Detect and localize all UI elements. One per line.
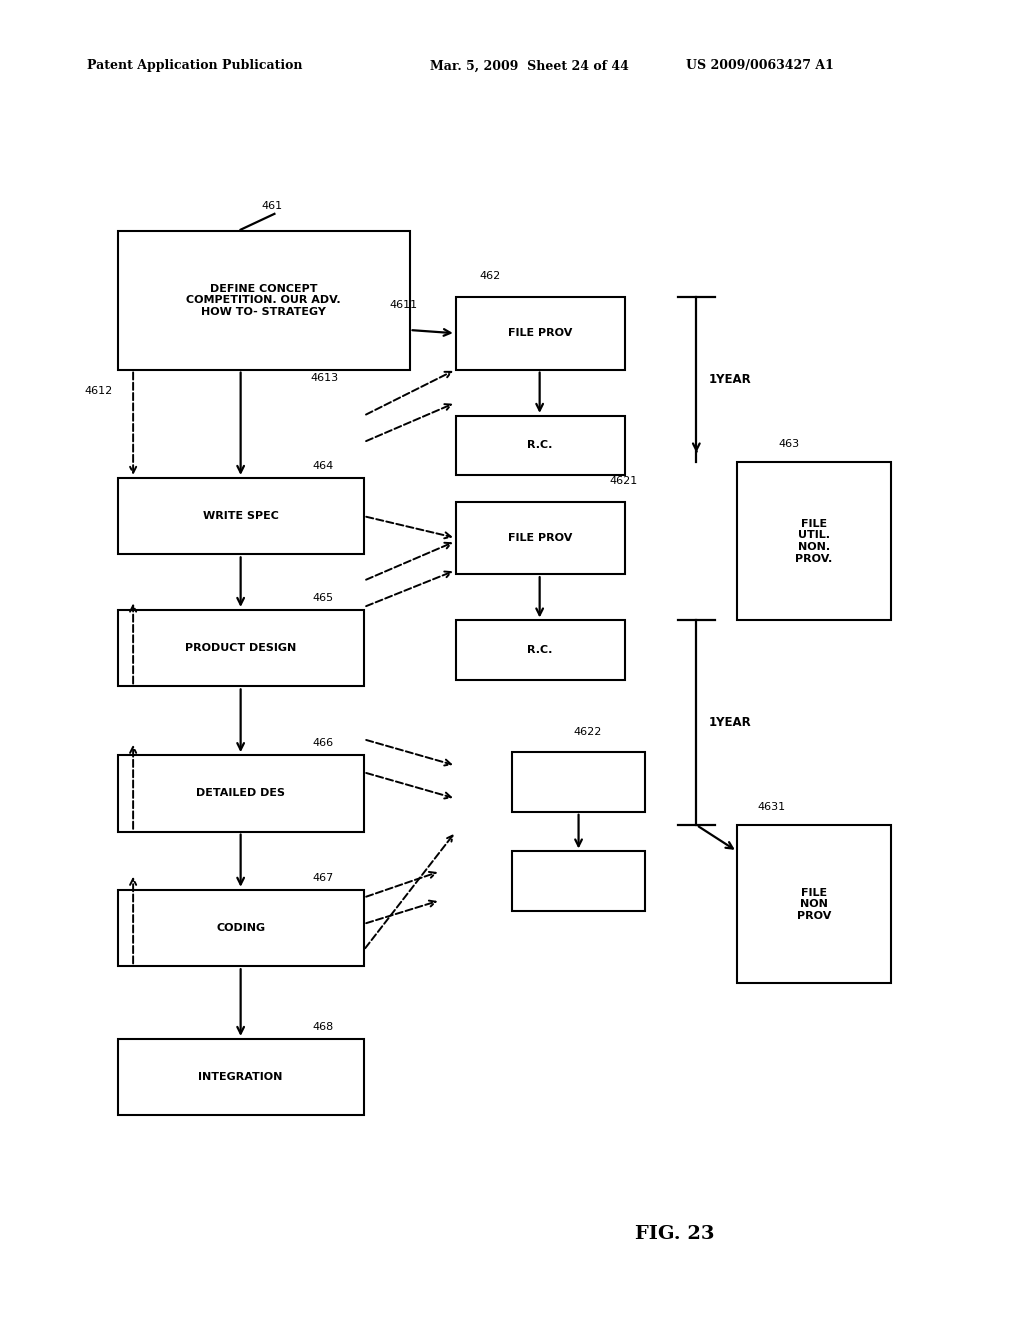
Text: FIG. 23: FIG. 23 xyxy=(635,1225,715,1243)
Text: WRITE SPEC: WRITE SPEC xyxy=(203,511,279,521)
FancyBboxPatch shape xyxy=(456,502,625,574)
FancyBboxPatch shape xyxy=(456,297,625,370)
Text: FILE PROV: FILE PROV xyxy=(508,533,572,543)
FancyBboxPatch shape xyxy=(118,610,364,686)
Text: R.C.: R.C. xyxy=(527,441,553,450)
Text: FILE
UTIL.
NON.
PROV.: FILE UTIL. NON. PROV. xyxy=(796,519,833,564)
Text: 4631: 4631 xyxy=(758,801,785,812)
Text: FILE PROV: FILE PROV xyxy=(508,329,572,338)
Text: US 2009/0063427 A1: US 2009/0063427 A1 xyxy=(686,59,834,73)
FancyBboxPatch shape xyxy=(118,478,364,554)
Text: 4611: 4611 xyxy=(389,300,417,310)
Text: 4613: 4613 xyxy=(310,372,338,383)
FancyBboxPatch shape xyxy=(118,755,364,832)
FancyBboxPatch shape xyxy=(512,851,645,911)
Text: 461: 461 xyxy=(261,201,283,211)
Text: 466: 466 xyxy=(312,738,334,748)
FancyBboxPatch shape xyxy=(456,620,625,680)
Text: 4612: 4612 xyxy=(84,385,113,396)
FancyBboxPatch shape xyxy=(456,416,625,475)
Text: 465: 465 xyxy=(312,593,334,603)
Text: FILE
NON
PROV: FILE NON PROV xyxy=(797,887,831,921)
Text: Mar. 5, 2009  Sheet 24 of 44: Mar. 5, 2009 Sheet 24 of 44 xyxy=(430,59,629,73)
Text: 1YEAR: 1YEAR xyxy=(709,374,752,385)
FancyBboxPatch shape xyxy=(512,752,645,812)
Text: 463: 463 xyxy=(778,438,800,449)
FancyBboxPatch shape xyxy=(118,890,364,966)
Text: 467: 467 xyxy=(312,873,334,883)
Text: 4621: 4621 xyxy=(609,475,638,486)
Text: CODING: CODING xyxy=(216,923,265,933)
FancyBboxPatch shape xyxy=(737,825,891,983)
Text: PRODUCT DESIGN: PRODUCT DESIGN xyxy=(185,643,296,653)
Text: 1YEAR: 1YEAR xyxy=(709,717,752,729)
FancyBboxPatch shape xyxy=(118,1039,364,1115)
Text: DEFINE CONCEPT
COMPETITION. OUR ADV.
HOW TO- STRATEGY: DEFINE CONCEPT COMPETITION. OUR ADV. HOW… xyxy=(186,284,341,317)
Text: INTEGRATION: INTEGRATION xyxy=(199,1072,283,1082)
FancyBboxPatch shape xyxy=(737,462,891,620)
Text: 4622: 4622 xyxy=(573,726,602,737)
Text: 468: 468 xyxy=(312,1022,334,1032)
Text: 464: 464 xyxy=(312,461,334,471)
Text: Patent Application Publication: Patent Application Publication xyxy=(87,59,302,73)
Text: DETAILED DES: DETAILED DES xyxy=(197,788,285,799)
Text: R.C.: R.C. xyxy=(527,645,553,655)
Text: 462: 462 xyxy=(479,271,501,281)
FancyBboxPatch shape xyxy=(118,231,410,370)
